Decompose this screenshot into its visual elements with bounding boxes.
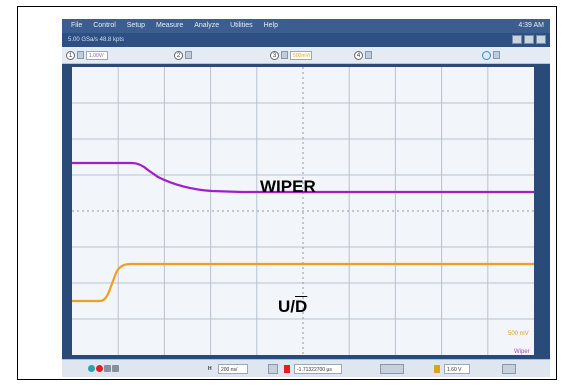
trigger-marker-icon [284,365,290,373]
print-icon[interactable] [112,365,119,373]
navigation-arrows-icon[interactable] [380,364,404,374]
control-bar: H 200 ns/ -1.71322700 µs 1.60 V [62,359,550,377]
menu-file[interactable]: File [71,22,83,29]
ud-label-prefix: U/ [278,297,295,316]
waveform-plot [72,67,534,355]
menu-bar: File Control Setup Measure Analyze Utili… [62,19,550,33]
menu-measure[interactable]: Measure [156,22,184,29]
restore-button[interactable] [512,35,522,44]
waveform-display[interactable]: WIPER U/D [72,67,534,355]
sample-rate-readout: 5.00 GSa/s 48.8 kpts [68,37,125,43]
ud-label: U/D [278,297,307,317]
position-field[interactable]: -1.71322700 µs [294,364,342,374]
channel-4-settings-icon[interactable] [365,51,372,59]
ud-label-bar: D [295,297,308,316]
wiper-label: WIPER [260,177,316,196]
ch1-side-marker: Wiper [514,349,530,355]
single-button[interactable] [104,365,111,373]
wiper-waveform [72,161,534,194]
menu-control[interactable]: Control [93,22,116,29]
channel-3-scale[interactable]: 500mV/ [290,50,312,60]
window-controls [512,35,546,44]
channel-4-control[interactable]: 4 [354,50,372,60]
channel-2-number: 2 [174,50,183,60]
channel-1-control[interactable]: 1 1.00V/ [66,50,108,60]
channel-1-number: 1 [66,50,75,60]
trigger-source-icon [434,365,440,373]
channel-1-scale[interactable]: 1.00V/ [86,50,108,60]
menu-setup[interactable]: Setup [126,22,146,29]
stop-button[interactable] [96,365,103,373]
trigger-level-field[interactable]: 1.60 V [444,364,470,374]
channel-3-number: 3 [270,50,279,60]
minimize-button[interactable] [536,35,546,44]
channel-2-settings-icon[interactable] [185,51,192,59]
clock-readout: 4:39 AM [518,22,544,29]
pointer-icon[interactable] [524,35,534,44]
figure-frame: File Control Setup Measure Analyze Utili… [17,6,557,380]
channel-1-settings-icon[interactable] [77,51,84,59]
menu-analyze[interactable]: Analyze [194,22,220,29]
trigger-slope-icon[interactable] [502,364,516,374]
channel-3-control[interactable]: 3 500mV/ [270,50,312,60]
channel-3-settings-icon[interactable] [281,51,288,59]
horizontal-label: H [208,366,212,372]
math-control[interactable] [482,50,500,60]
oscilloscope-window: File Control Setup Measure Analyze Utili… [62,19,550,377]
math-settings-icon[interactable] [493,51,500,59]
math-icon[interactable] [482,50,491,60]
timebase-field[interactable]: 200 ns/ [218,364,248,374]
channel-4-number: 4 [354,50,363,60]
delay-arrows-icon[interactable] [268,364,278,374]
ch3-side-marker: 500 mV [508,331,529,337]
acquisition-bar: 5.00 GSa/s 48.8 kpts [62,33,550,47]
menu-help[interactable]: Help [263,22,278,29]
run-button[interactable] [88,365,95,373]
channel-2-control[interactable]: 2 [174,50,192,60]
channel-bar: 1 1.00V/ 2 3 500mV/ 4 [62,47,550,64]
ud-waveform [72,262,534,303]
run-controls [88,364,120,374]
menu-utilities[interactable]: Utilities [230,22,253,29]
